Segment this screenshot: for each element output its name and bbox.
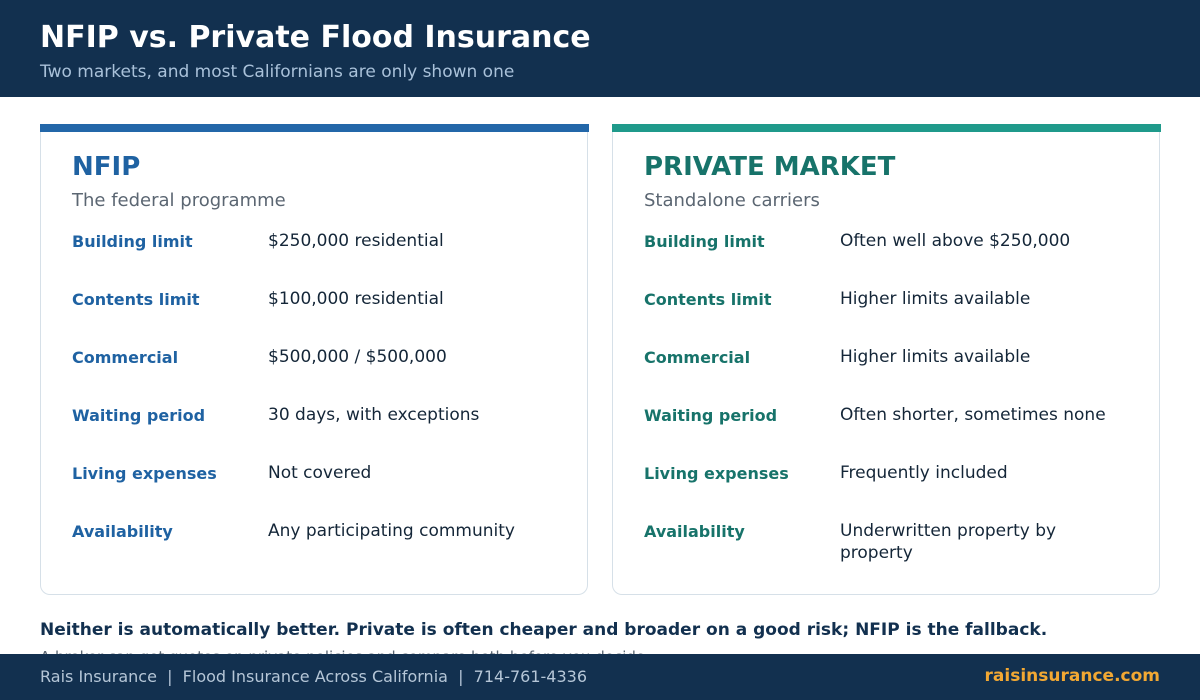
footer-link[interactable]: raisinsurance.com [984,666,1160,686]
row-value: Often shorter, sometimes none [840,405,1106,425]
row-value: $250,000 residential [268,231,444,251]
card-title: NFIP [72,152,141,182]
row-value: Higher limits available [840,289,1031,309]
row-value: $100,000 residential [268,289,444,309]
row-value: Higher limits available [840,347,1031,367]
row-label: Living expenses [644,464,789,483]
row-value: $500,000 / $500,000 [268,347,447,367]
note: Neither is automatically better. Private… [40,620,1048,640]
card: PRIVATE MARKET Standalone carriers Buildin… [612,124,1161,595]
footer: Rais Insurance | Flood Insurance Across … [0,654,1200,700]
footer-info: Rais Insurance | Flood Insurance Across … [40,667,588,686]
row-value: Frequently included [840,463,1008,483]
card-accent [40,124,589,132]
row-label: Building limit [72,232,193,251]
row-value: 30 days, with exceptions [268,405,480,425]
card-accent [612,124,1161,132]
row-label: Commercial [72,348,179,367]
row-value: Not covered [268,463,372,483]
row-value: Often well above $250,000 [840,231,1071,251]
row-label: Contents limit [644,290,772,309]
row-label: Commercial [644,348,751,367]
row-value: Underwritten property by property [840,521,1057,563]
card-subtitle: The federal programme [72,190,286,211]
row-value: Any participating community [268,521,515,541]
row-label: Availability [72,522,173,541]
row-label: Contents limit [72,290,200,309]
subtitle: Two markets, and most Californians are o… [40,62,515,82]
header: NFIP vs. Private Flood Insurance Two mar… [0,0,1200,97]
card-title: PRIVATE MARKET [644,152,896,182]
row-label: Waiting period [72,406,206,425]
row-label: Building limit [644,232,765,251]
row-label: Availability [644,522,745,541]
card: NFIP The federal programme Building limit $… [40,124,589,595]
card-subtitle: Standalone carriers [644,190,820,211]
row-label: Waiting period [644,406,778,425]
row-label: Living expenses [72,464,217,483]
title: NFIP vs. Private Flood Insurance [40,20,591,55]
